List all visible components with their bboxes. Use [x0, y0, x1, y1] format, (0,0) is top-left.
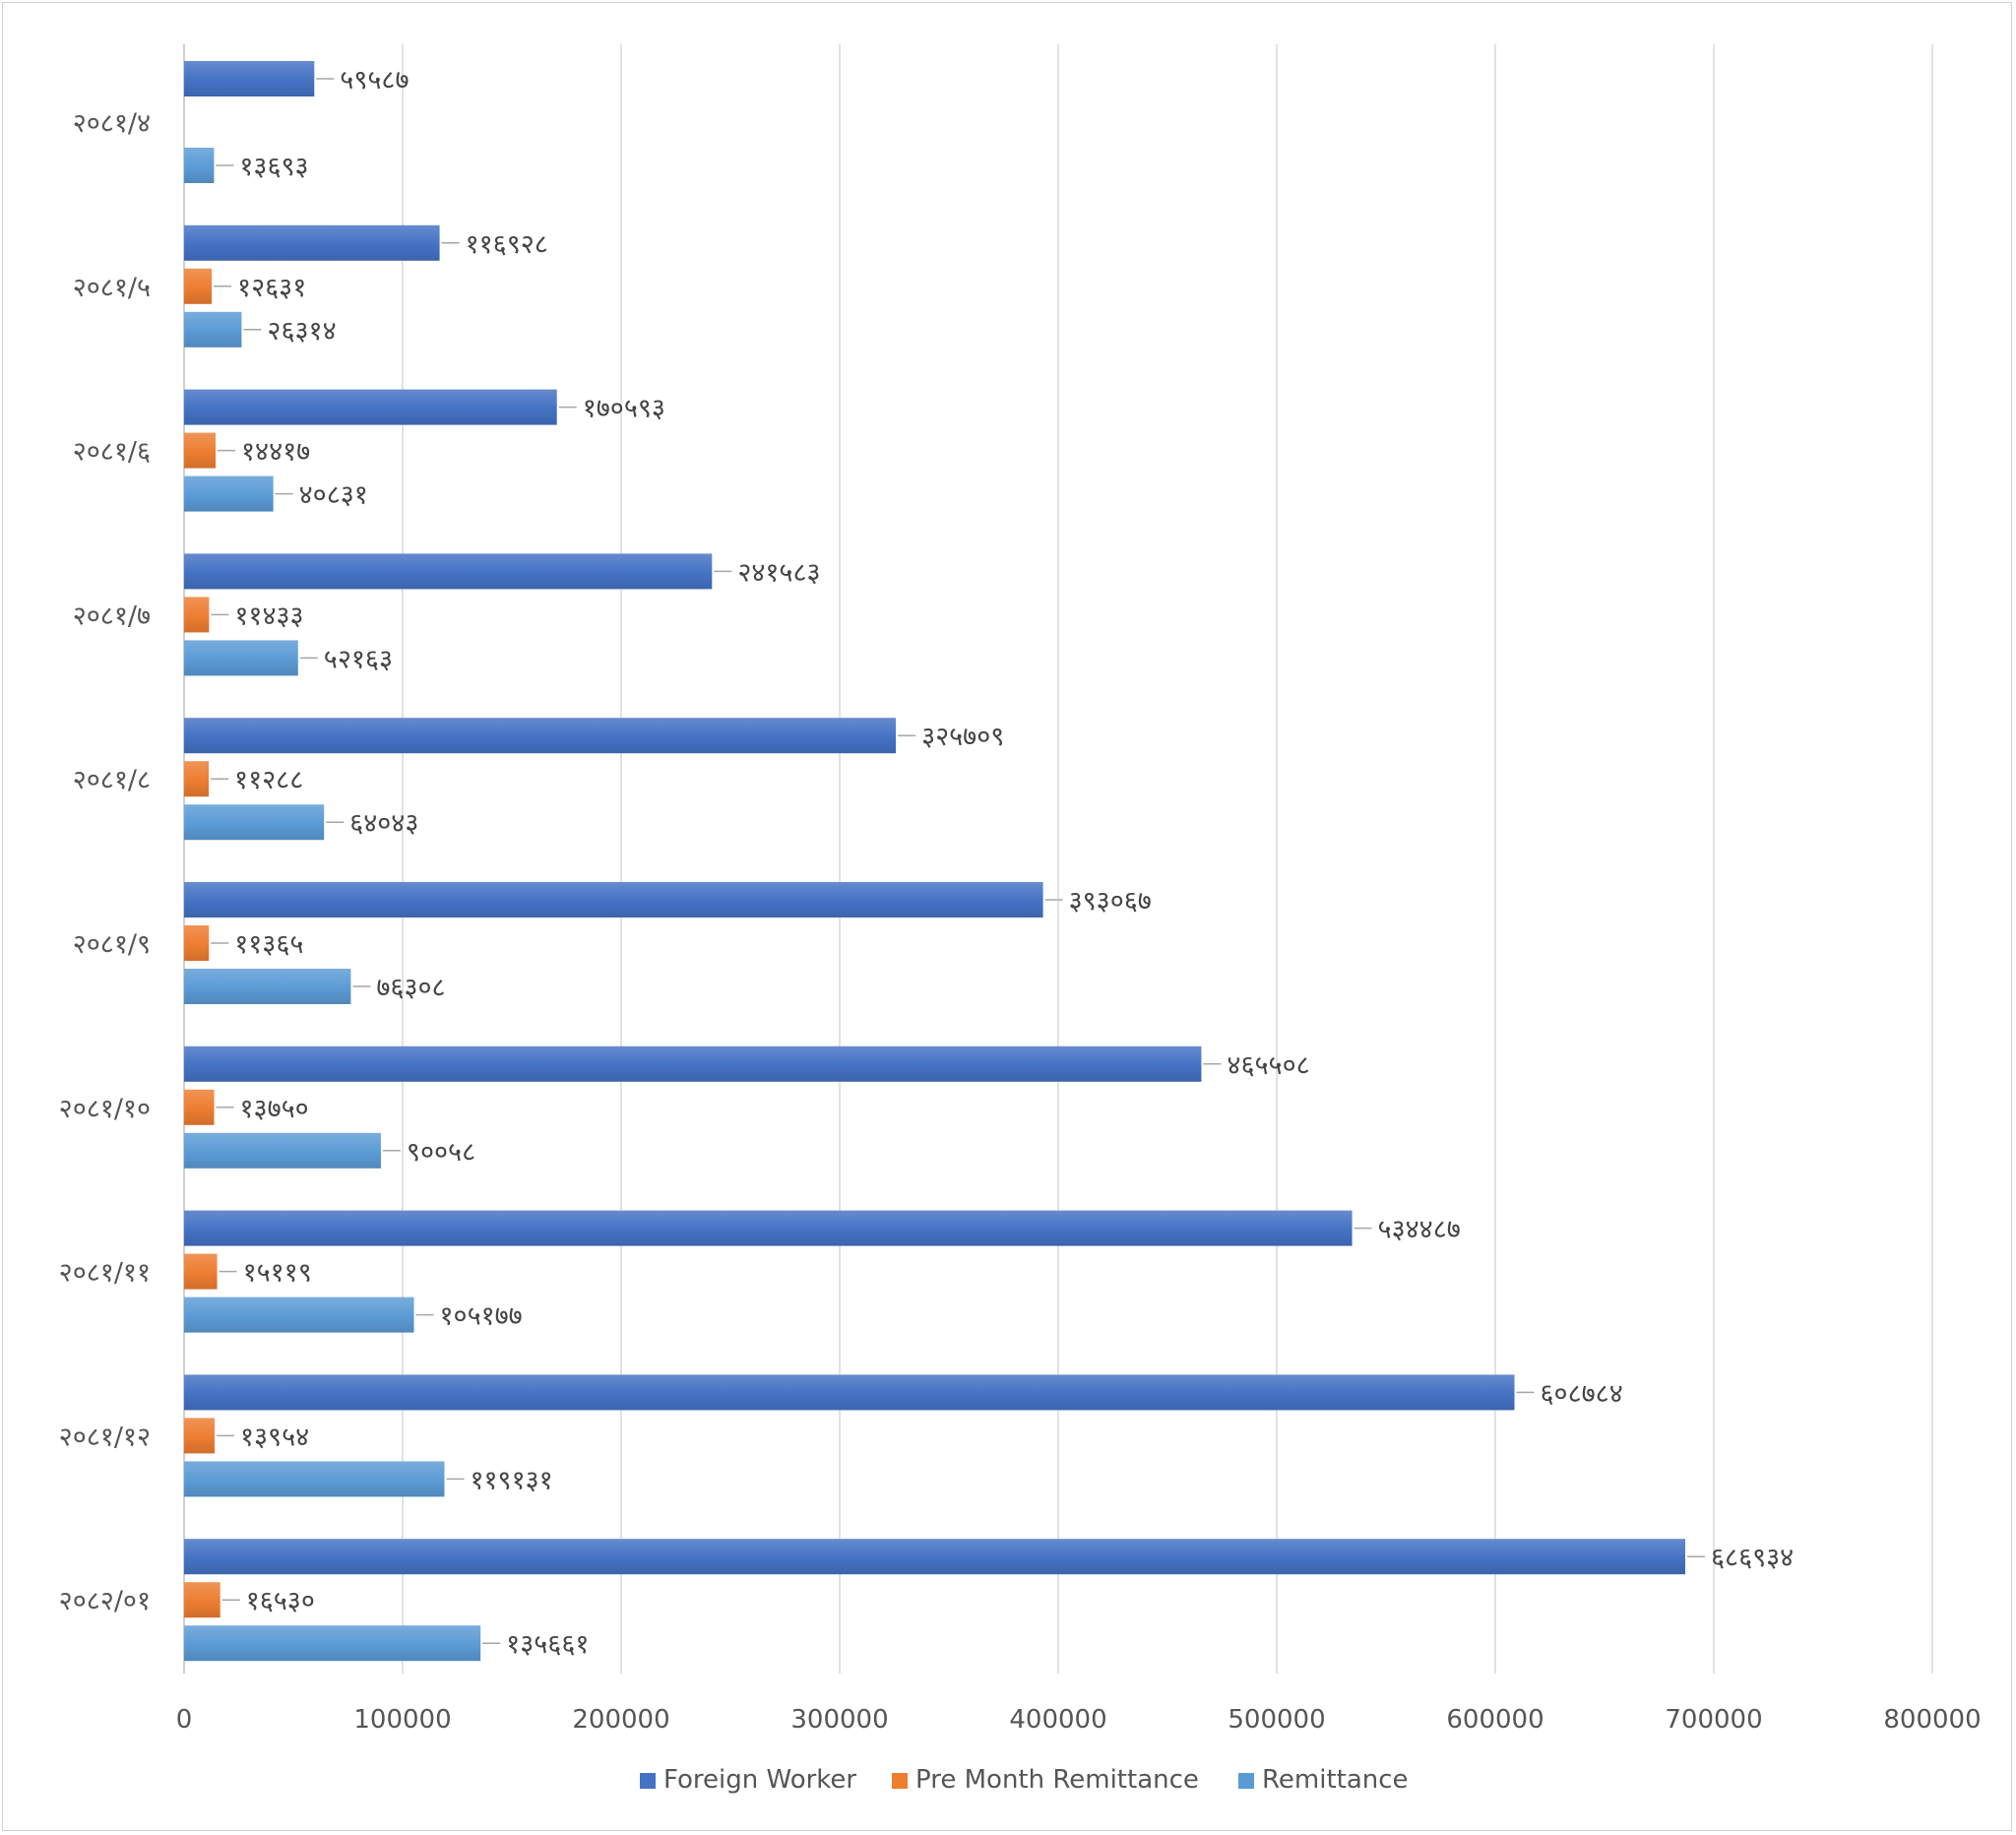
bar-remittance: [184, 804, 325, 841]
category-label: २०८२/०१: [59, 1586, 151, 1616]
bar-pre-month-remittance: [184, 1582, 220, 1618]
category-label: २०८१/१०: [59, 1094, 151, 1124]
data-label: ७६३०८: [376, 973, 445, 1003]
category-group: २०८१/११ ५३४४८७ १५११९ १०५१७७: [59, 1210, 1461, 1333]
category-group: २०८१/१२ ६०८७८४ १३९५४ ११९१३१: [59, 1374, 1623, 1497]
legend-swatch: [640, 1773, 656, 1789]
bar-foreign-worker: [184, 389, 557, 425]
category-group: २०८१/९ ३९३०६७ ११३६५ ७६३०८: [73, 882, 1152, 1004]
bar-pre-month-remittance: [184, 925, 210, 961]
x-axis-ticks: 0 100000 200000 300000 400000 500000 600000 700…: [176, 1705, 1982, 1735]
data-label: ११२८८: [234, 765, 303, 795]
legend-swatch: [1238, 1773, 1254, 1789]
data-label: ५३४४८७: [1378, 1215, 1461, 1245]
data-label: ६०८७८४: [1541, 1378, 1623, 1409]
data-label: ६४०४३: [349, 808, 418, 839]
category-group: २०८१/६ १७०५९३ १४४१७ ४०८३१: [73, 389, 665, 512]
bar-pre-month-remittance: [184, 597, 210, 633]
data-label: २४१५८३: [737, 557, 820, 588]
data-label: १०५१७७: [439, 1301, 522, 1332]
bar-remittance: [184, 1132, 381, 1169]
data-label: ४०८३१: [299, 480, 368, 511]
x-tick-label: 700000: [1665, 1705, 1762, 1735]
bar-foreign-worker: [184, 882, 1043, 918]
x-tick-label: 100000: [353, 1705, 451, 1735]
gridlines: [402, 44, 1933, 1674]
data-label: २६३१४: [267, 316, 336, 347]
category-label: २०८१/४: [73, 108, 151, 139]
bar-foreign-worker: [184, 553, 713, 590]
legend: Foreign Worker Pre Month Remittance Remitt…: [640, 1765, 1409, 1795]
category-group: २०८२/०१ ६८६९३४ १६५३० १३५६६१: [59, 1539, 1794, 1662]
data-label: १३९५४: [240, 1422, 309, 1452]
bar-remittance: [184, 969, 351, 1004]
bar-pre-month-remittance: [184, 268, 213, 304]
legend-label: Pre Month Remittance: [915, 1765, 1199, 1795]
category-group: २०८१/४ ५९५८७ १३६९३: [73, 61, 409, 183]
data-label: ११९१३१: [470, 1465, 552, 1495]
data-label: १३५६६१: [506, 1629, 589, 1660]
legend-swatch: [892, 1773, 908, 1789]
data-label: १६५३०: [246, 1586, 315, 1616]
data-label: १३७५०: [240, 1094, 309, 1124]
x-tick-label: 300000: [790, 1705, 888, 1735]
legend-label: Foreign Worker: [663, 1765, 856, 1795]
bar-foreign-worker: [184, 1539, 1685, 1575]
category-label: २०८१/९: [73, 929, 151, 960]
bar-remittance: [184, 475, 274, 512]
x-tick-label: 500000: [1228, 1705, 1325, 1735]
x-tick-label: 600000: [1446, 1705, 1544, 1735]
data-label: १७०५९३: [583, 394, 665, 424]
bar-pre-month-remittance: [184, 761, 210, 797]
data-label: १५११९: [243, 1258, 312, 1289]
data-label: ५२१६३: [324, 644, 393, 674]
category-group: २०८१/८ ३२५७०९ ११२८८ ६४०४३: [73, 718, 1004, 841]
bar-foreign-worker: [184, 1045, 1202, 1082]
bar-foreign-worker: [184, 61, 315, 96]
data-label: ११३६५: [234, 929, 303, 960]
x-tick-label: 200000: [572, 1705, 669, 1735]
category-group: २०८१/१० ४६५५०८ १३७५० ९००५८: [59, 1045, 1310, 1169]
bar-remittance: [184, 1297, 414, 1333]
data-label: १४४१७: [241, 437, 310, 468]
bar-remittance: [184, 311, 242, 348]
bar-remittance: [184, 640, 298, 676]
bar-pre-month-remittance: [184, 1253, 218, 1290]
bar-pre-month-remittance: [184, 1089, 215, 1125]
bar-foreign-worker: [184, 1374, 1515, 1411]
bar-foreign-worker: [184, 718, 897, 754]
category-group: २०८१/७ २४१५८३ ११४३३ ५२१६३: [73, 553, 821, 676]
bar-chart: 0 100000 200000 300000 400000 500000 600000 700…: [59, 44, 1982, 1795]
category-label: २०८१/८: [73, 765, 151, 795]
data-label: ५९५८७: [340, 65, 409, 95]
bar-foreign-worker: [184, 1210, 1353, 1246]
bar-pre-month-remittance: [184, 432, 217, 469]
x-tick-label: 0: [176, 1705, 193, 1735]
bar-remittance: [184, 1461, 445, 1497]
bar-remittance: [184, 1625, 481, 1662]
category-label: २०८१/५: [73, 273, 151, 303]
data-label: ६८६९३४: [1711, 1543, 1794, 1573]
bar-foreign-worker: [184, 224, 440, 261]
category-label: २०८१/७: [73, 601, 151, 631]
x-tick-label: 400000: [1009, 1705, 1106, 1735]
data-label: ११४३३: [234, 601, 303, 631]
legend-label: Remittance: [1262, 1765, 1409, 1795]
category-label: २०८१/६: [73, 437, 151, 468]
data-label: ९००५८: [407, 1137, 475, 1168]
category-group: २०८१/५ ११६९२८ १२६३१ २६३१४: [73, 224, 548, 348]
category-label: २०८१/१२: [59, 1422, 151, 1452]
category-label: २०८१/११: [59, 1258, 151, 1289]
x-tick-label: 800000: [1883, 1705, 1981, 1735]
bar-remittance: [184, 148, 215, 183]
bar-pre-month-remittance: [184, 1418, 215, 1454]
data-label: ३९३०६७: [1069, 886, 1152, 917]
data-label: ३२५७०९: [921, 722, 1004, 752]
data-label: १२६३१: [237, 273, 306, 303]
data-label: ४६५५०८: [1227, 1050, 1309, 1081]
data-label: १३६९३: [239, 152, 308, 182]
data-label: ११६९२८: [466, 229, 548, 260]
